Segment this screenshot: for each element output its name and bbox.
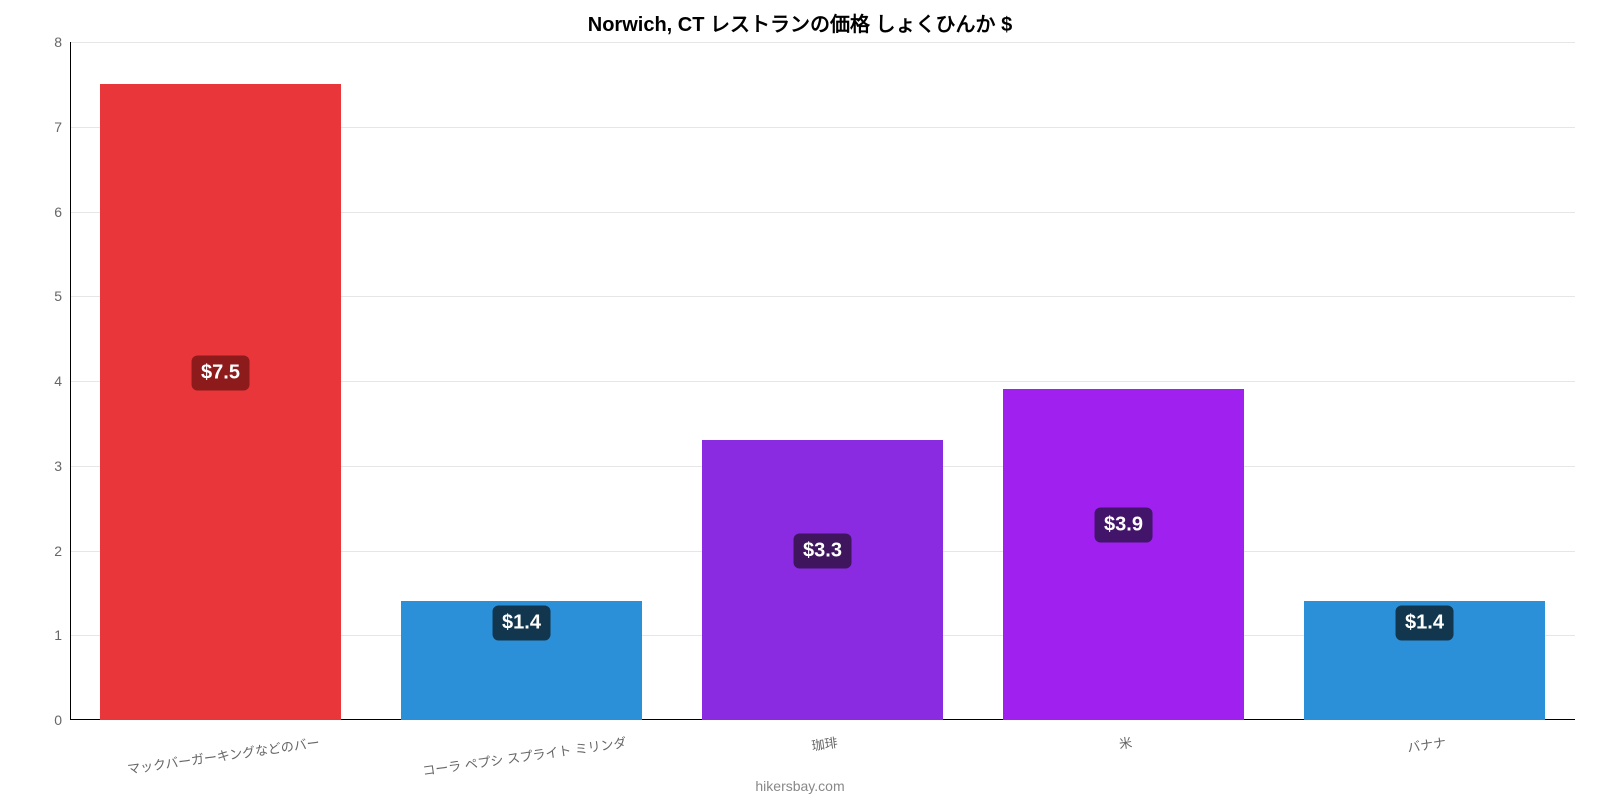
y-tick-label: 6 — [54, 204, 70, 220]
y-tick-label: 2 — [54, 543, 70, 559]
x-tick-label: マックバーガーキングなどのバー — [125, 732, 320, 778]
y-tick-label: 8 — [54, 34, 70, 50]
y-tick-label: 3 — [54, 458, 70, 474]
y-axis-line — [70, 42, 71, 720]
x-tick-label: バナナ — [1405, 732, 1446, 756]
y-tick-label: 0 — [54, 712, 70, 728]
gridline — [70, 42, 1575, 43]
chart-title: Norwich, CT レストランの価格 しょくひんか $ — [588, 8, 1012, 37]
x-tick-label: 米 — [1117, 732, 1133, 753]
bar — [1003, 389, 1244, 720]
plot-area: 012345678$7.5マックバーガーキングなどのバー$1.4コーラ ペプシ … — [70, 42, 1575, 720]
x-tick-label: 珈琲 — [810, 732, 838, 754]
bar-value-label: $3.9 — [1094, 508, 1153, 543]
y-tick-label: 7 — [54, 119, 70, 135]
y-tick-label: 1 — [54, 627, 70, 643]
price-bar-chart: Norwich, CT レストランの価格 しょくひんか $ 012345678$… — [0, 0, 1600, 800]
x-tick-label: コーラ ペプシ スプライト ミリンダ — [421, 732, 627, 779]
attribution: hikersbay.com — [755, 778, 844, 794]
bar-value-label: $3.3 — [793, 533, 852, 568]
bar — [702, 440, 943, 720]
bar-value-label: $7.5 — [191, 355, 250, 390]
y-tick-label: 5 — [54, 288, 70, 304]
bar — [100, 84, 341, 720]
y-tick-label: 4 — [54, 373, 70, 389]
bar-value-label: $1.4 — [492, 605, 551, 640]
bar-value-label: $1.4 — [1395, 605, 1454, 640]
